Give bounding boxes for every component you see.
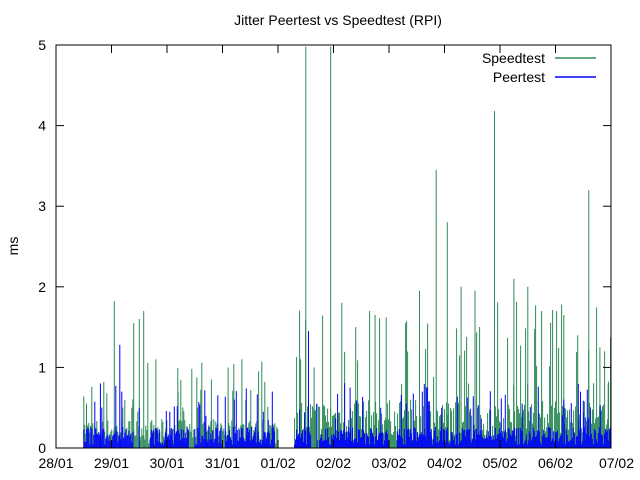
y-tick-label: 2 [38, 279, 46, 295]
y-tick-label: 4 [38, 118, 46, 134]
x-tick-label: 31/01 [205, 455, 240, 471]
legend-label-speedtest: Speedtest [482, 50, 545, 66]
x-tick-label: 01/02 [260, 455, 295, 471]
y-tick-label: 5 [38, 37, 46, 53]
x-tick-label: 29/01 [94, 455, 129, 471]
x-tick-label: 02/02 [316, 455, 351, 471]
legend-label-peertest: Peertest [493, 69, 545, 85]
y-tick-label: 3 [38, 198, 46, 214]
x-tick-label: 28/01 [38, 455, 73, 471]
x-tick-label: 03/02 [371, 455, 406, 471]
y-axis-label: ms [5, 237, 21, 256]
axes: 0 1 2 3 4 5 28/01 29/01 30/01 31/01 01/02 02/02 03/0… [38, 37, 634, 471]
y-tick-label: 1 [38, 359, 46, 375]
x-tick-label: 06/02 [538, 455, 573, 471]
legend: Speedtest Peertest [482, 50, 596, 85]
y-tick-label: 0 [38, 440, 46, 456]
x-tick-label: 05/02 [482, 455, 517, 471]
chart-title: Jitter Peertest vs Speedtest (RPI) [234, 12, 442, 28]
x-tick-label: 07/02 [599, 455, 634, 471]
x-tick-label: 04/02 [427, 455, 462, 471]
peertest-series [83, 331, 611, 448]
x-tick-label: 30/01 [149, 455, 184, 471]
